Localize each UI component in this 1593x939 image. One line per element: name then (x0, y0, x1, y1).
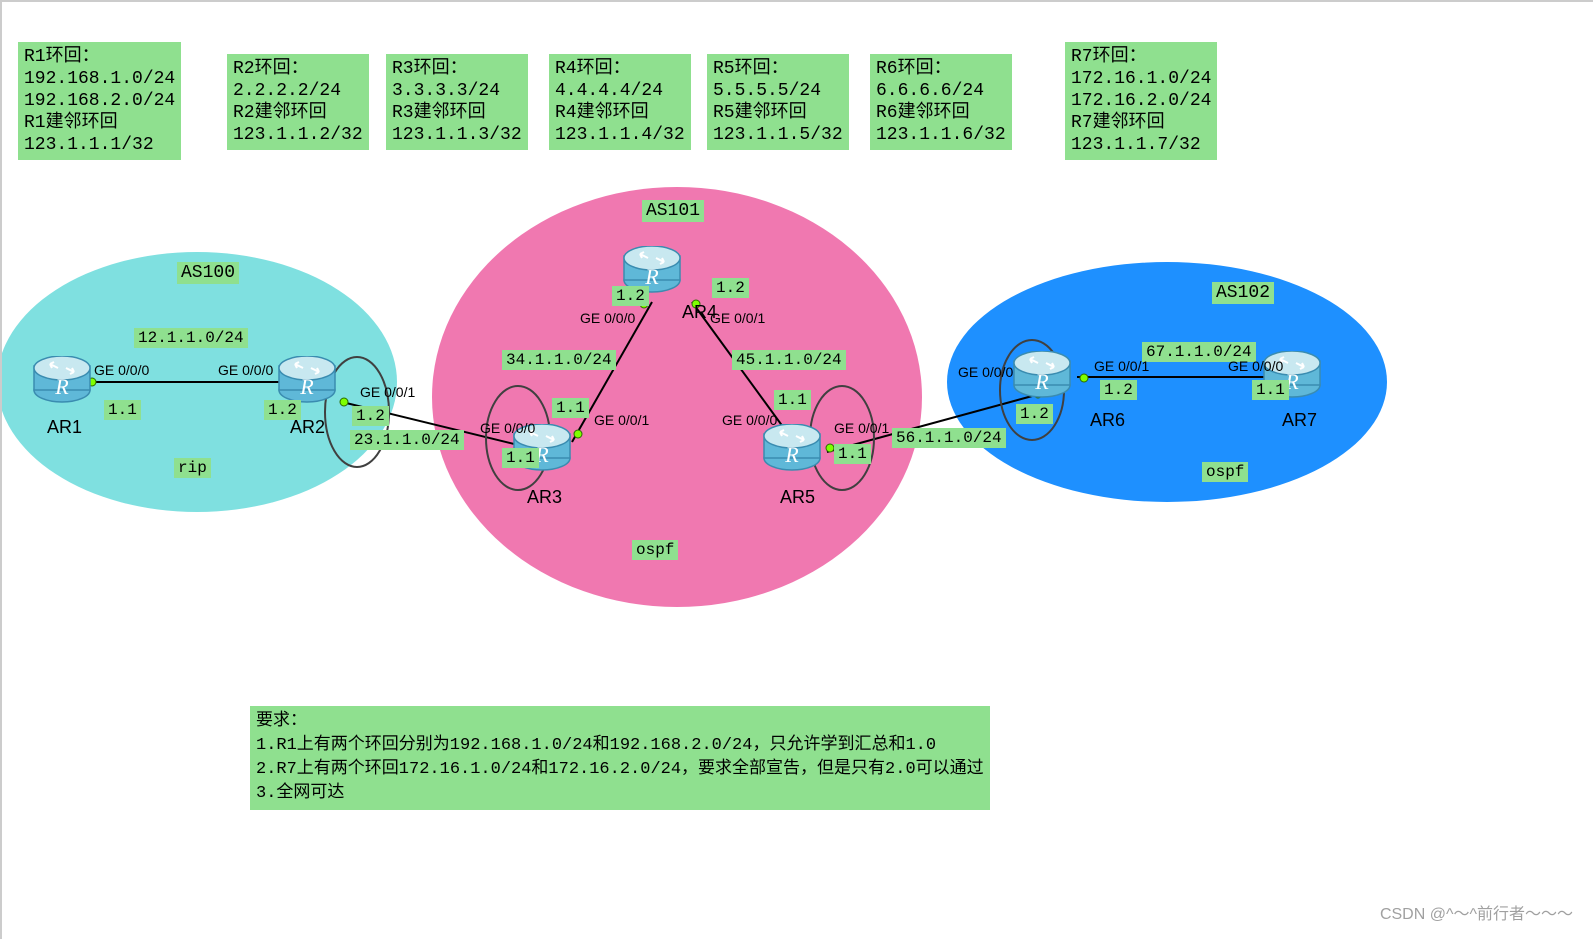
subnet-label: 23.1.1.0/24 (350, 430, 464, 450)
ip-label: 1.2 (1016, 404, 1053, 424)
ip-label: 1.2 (264, 400, 301, 420)
port-label: GE 0/0/0 (722, 412, 777, 428)
subnet-label: 45.1.1.0/24 (732, 350, 846, 370)
ip-label: 1.1 (552, 398, 589, 418)
ip-label: 1.1 (774, 390, 811, 410)
ip-label: 1.2 (352, 406, 389, 426)
info-box-r1: R1环回： 192.168.1.0/24 192.168.2.0/24 R1建邻… (18, 42, 181, 160)
port-label: GE 0/0/1 (710, 310, 765, 326)
info-box-r5: R5环回： 5.5.5.5/24 R5建邻环回 123.1.1.5/32 (707, 54, 849, 150)
router-label-AR1: AR1 (47, 417, 82, 438)
requirements-box: 要求： 1.R1上有两个环回分别为192.168.1.0/24和192.168.… (250, 706, 990, 810)
proto-label: ospf (1202, 462, 1248, 482)
as-label: AS102 (1212, 282, 1274, 304)
port-label: GE 0/0/0 (580, 310, 635, 326)
port-label: GE 0/0/0 (218, 362, 273, 378)
svg-text:R: R (784, 442, 799, 467)
diagram-canvas: R AR1 R AR2 R AR3 R AR4 (0, 0, 1593, 939)
port-label: GE 0/0/0 (480, 420, 535, 436)
port-label: GE 0/0/1 (834, 420, 889, 436)
subnet-label: 12.1.1.0/24 (134, 328, 248, 348)
info-box-r2: R2环回： 2.2.2.2/24 R2建邻环回 123.1.1.2/32 (227, 54, 369, 150)
ip-label: 1.2 (1100, 380, 1137, 400)
port-label: GE 0/0/0 (94, 362, 149, 378)
subnet-label: 34.1.1.0/24 (502, 350, 616, 370)
port-label: GE 0/0/1 (594, 412, 649, 428)
watermark: CSDN @^～^前行者～～～ (1380, 900, 1573, 924)
as-label: AS100 (177, 262, 239, 284)
ip-label: 1.1 (104, 400, 141, 420)
svg-text:R: R (299, 374, 314, 399)
as-label: AS101 (642, 200, 704, 222)
router-label-AR2: AR2 (290, 417, 325, 438)
router-label-AR3: AR3 (527, 487, 562, 508)
router-label-AR7: AR7 (1282, 410, 1317, 431)
info-box-r4: R4环回： 4.4.4.4/24 R4建邻环回 123.1.1.4/32 (549, 54, 691, 150)
port-label: GE 0/0/0 (958, 364, 1013, 380)
svg-text:R: R (1034, 369, 1049, 394)
port-label: GE 0/0/0 (1228, 358, 1283, 374)
proto-label: ospf (632, 540, 678, 560)
router-label-AR5: AR5 (780, 487, 815, 508)
info-box-r7: R7环回： 172.16.1.0/24 172.16.2.0/24 R7建邻环回… (1065, 42, 1217, 160)
router-label-AR6: AR6 (1090, 410, 1125, 431)
port-label: GE 0/0/1 (1094, 358, 1149, 374)
ip-label: 1.2 (712, 278, 749, 298)
svg-text:R: R (54, 374, 69, 399)
ip-label: 1.2 (612, 286, 649, 306)
ip-label: 1.1 (502, 448, 539, 468)
port-label: GE 0/0/1 (360, 384, 415, 400)
subnet-label: 56.1.1.0/24 (892, 428, 1006, 448)
ip-label: 1.1 (1252, 380, 1289, 400)
info-box-r3: R3环回： 3.3.3.3/24 R3建邻环回 123.1.1.3/32 (386, 54, 528, 150)
ip-label: 1.1 (834, 444, 871, 464)
info-box-r6: R6环回： 6.6.6.6/24 R6建邻环回 123.1.1.6/32 (870, 54, 1012, 150)
proto-label: rip (174, 458, 211, 478)
